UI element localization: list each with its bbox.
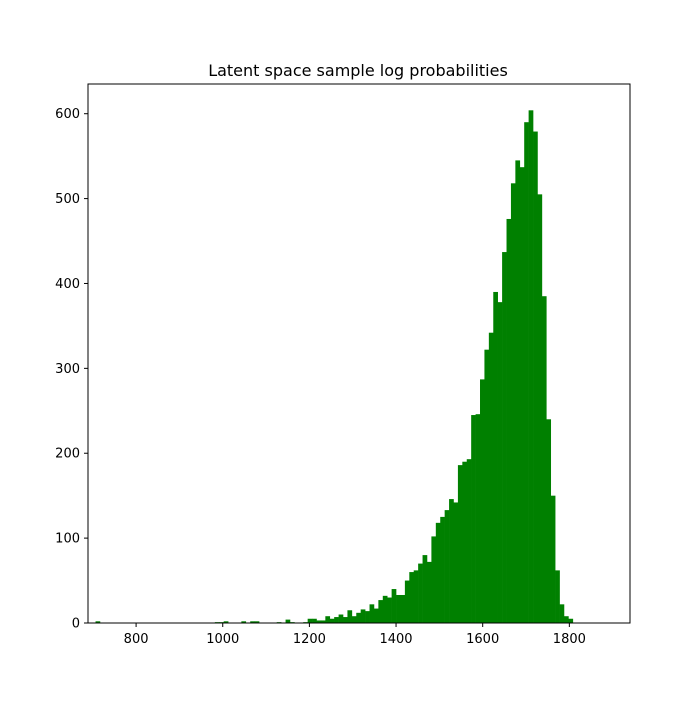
histogram-bar <box>471 415 476 623</box>
histogram-bar <box>338 614 344 623</box>
y-axis-ticks: 0 100 200 300 400 500 600 <box>55 107 88 632</box>
histogram-bar <box>307 618 313 623</box>
histogram-bar <box>444 510 450 623</box>
histogram-bar <box>559 604 565 623</box>
histogram-bar <box>449 499 454 623</box>
histogram-bar <box>546 419 552 623</box>
histogram-bar <box>285 619 291 623</box>
histogram-bar <box>223 621 229 623</box>
y-tick-label: 200 <box>55 447 80 462</box>
chart-title: Latent space sample log probabilities <box>208 61 508 80</box>
histogram-bar <box>325 616 331 623</box>
plot-frame <box>87 83 631 624</box>
histogram-bar <box>347 610 353 623</box>
histogram-bar <box>502 252 507 623</box>
y-tick-label: 500 <box>55 192 80 207</box>
histogram-bar <box>515 160 521 623</box>
histogram-bar <box>413 570 419 623</box>
histogram-bar <box>519 167 525 623</box>
histogram-bar <box>95 621 101 623</box>
histogram-bar <box>356 612 361 623</box>
histogram-bar <box>329 618 335 623</box>
histogram-bar <box>493 291 498 623</box>
histogram-bar <box>484 349 490 623</box>
histogram-bar <box>462 461 468 623</box>
histogram-bar <box>404 580 410 623</box>
histogram-bar <box>435 522 441 623</box>
histogram-bar <box>550 495 556 623</box>
y-tick-label: 100 <box>55 532 80 547</box>
histogram-bar <box>497 302 503 623</box>
histogram-bar <box>360 609 366 623</box>
histogram-bar <box>334 617 339 623</box>
histogram-bar <box>378 600 384 623</box>
histogram-bar <box>382 595 388 623</box>
y-tick-label: 0 <box>72 617 80 632</box>
histogram-bar <box>391 589 397 623</box>
y-tick-label: 300 <box>55 362 80 377</box>
histogram-bar <box>373 608 379 623</box>
x-axis-ticks: 800 1000 1200 1400 1600 1800 <box>124 623 586 647</box>
histogram-bar <box>320 620 326 623</box>
histogram-bar <box>312 618 317 623</box>
y-tick-label: 400 <box>55 277 80 292</box>
histogram-bar <box>480 379 485 623</box>
x-tick-label: 800 <box>124 632 149 647</box>
histogram-bar <box>453 502 459 623</box>
histogram-bar <box>488 332 494 623</box>
histogram-bar <box>426 561 432 623</box>
bar-group <box>95 110 574 624</box>
histogram-bar <box>506 218 512 623</box>
x-tick-label: 1200 <box>293 632 326 647</box>
histogram-bar <box>440 516 445 623</box>
histogram-bar <box>351 616 357 623</box>
histogram-bar <box>568 618 574 623</box>
histogram-bar <box>475 414 481 623</box>
histogram-bar <box>343 617 348 623</box>
histogram-bar <box>241 621 247 623</box>
histogram-bar <box>250 621 255 623</box>
histogram-bar <box>457 465 463 623</box>
histogram-bar <box>533 131 538 623</box>
histogram-bar <box>418 563 423 623</box>
histogram-bar <box>555 570 560 623</box>
histogram-bar <box>387 597 392 623</box>
histogram-bar <box>431 536 437 623</box>
histogram-bar <box>510 183 516 623</box>
histogram-bar <box>254 621 260 623</box>
x-tick-label: 1600 <box>466 632 499 647</box>
histogram-bar <box>541 296 547 623</box>
histogram-bar <box>563 616 569 623</box>
histogram-bar <box>537 194 543 624</box>
histogram-bar <box>466 459 472 623</box>
x-tick-label: 1000 <box>206 632 239 647</box>
histogram-bar <box>396 594 401 623</box>
histogram-bar <box>316 620 322 623</box>
x-tick-label: 1400 <box>379 632 412 647</box>
histogram-bar <box>369 604 375 623</box>
x-tick-label: 1800 <box>553 632 586 647</box>
histogram-bar <box>409 572 415 623</box>
histogram-bar <box>528 110 534 624</box>
histogram-bar <box>422 555 428 623</box>
y-tick-label: 600 <box>55 107 80 122</box>
histogram-bar <box>400 594 406 623</box>
histogram-bar <box>524 122 529 624</box>
histogram-bar <box>365 611 370 623</box>
